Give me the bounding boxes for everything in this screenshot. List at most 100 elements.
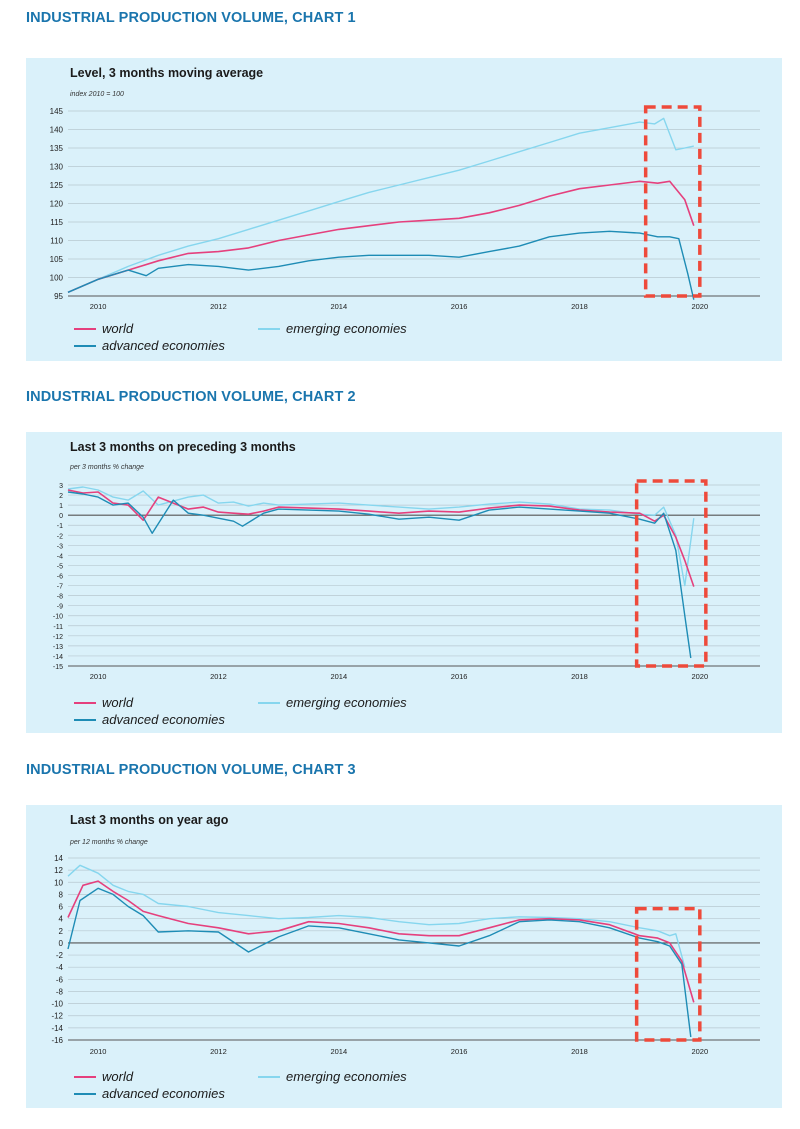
x-tick-label: 2010 [90, 672, 107, 681]
chart-3-plot: Last 3 months on year ago per 12 months %… [51, 813, 760, 1101]
y-tick-label: -10 [53, 614, 63, 621]
legend-label-emerging: emerging economies [286, 695, 407, 710]
y-tick-label: 1 [59, 503, 63, 510]
chart-2-heading: INDUSTRIAL PRODUCTION VOLUME, CHART 2 [26, 389, 356, 405]
y-tick-label: 120 [50, 200, 64, 209]
chart-2-unit-label: per 3 months % change [69, 464, 144, 471]
y-tick-label: 10 [54, 878, 63, 887]
legend-label-emerging: emerging economies [286, 321, 407, 336]
y-tick-label: -10 [51, 1000, 63, 1009]
chart-1-heading: INDUSTRIAL PRODUCTION VOLUME, CHART 1 [26, 10, 356, 26]
x-tick-label: 2018 [571, 672, 588, 681]
x-tick-label: 2020 [691, 1047, 708, 1056]
y-tick-label: 105 [50, 255, 64, 264]
y-tick-label: -9 [57, 604, 63, 611]
series-line-world [67, 180, 695, 294]
y-tick-label: -6 [57, 574, 63, 581]
series-line-advanced-economies [67, 491, 692, 659]
x-tick-label: 2012 [210, 672, 227, 681]
y-tick-label: -14 [51, 1024, 63, 1033]
y-tick-label: -3 [57, 543, 63, 550]
y-tick-label: -8 [57, 594, 63, 601]
highlight-box [634, 479, 708, 668]
y-tick-label: -16 [51, 1036, 63, 1045]
y-tick-label: -5 [57, 563, 63, 570]
y-tick-label: -2 [57, 533, 63, 540]
y-tick-label: 2 [59, 927, 64, 936]
y-tick-label: 140 [50, 126, 64, 135]
y-tick-label: 95 [54, 292, 63, 301]
legend-label-world: world [102, 1069, 134, 1084]
legend-label-world: world [102, 695, 134, 710]
y-tick-label: 115 [50, 218, 63, 227]
chart-2-plot: Last 3 months on preceding 3 months per 3… [53, 440, 760, 727]
y-tick-label: 0 [59, 939, 64, 948]
x-tick-label: 2010 [90, 1047, 107, 1056]
chart-3-panel: Last 3 months on year ago per 12 months %… [26, 805, 782, 1108]
legend-label-advanced: advanced economies [102, 1086, 225, 1101]
series-line-world [67, 489, 695, 587]
y-tick-label: -11 [53, 624, 63, 631]
x-tick-label: 2014 [330, 672, 347, 681]
y-tick-label: 3 [59, 483, 63, 490]
series-line-emerging-economies [67, 486, 695, 587]
x-tick-label: 2014 [330, 302, 347, 311]
y-tick-label: -4 [56, 963, 64, 972]
series-line-advanced-economies [67, 230, 695, 300]
chart-1-unit-label: index 2010 = 100 [70, 91, 124, 98]
y-tick-label: 145 [50, 107, 64, 116]
chart-2-subtitle: Last 3 months on preceding 3 months [70, 440, 296, 454]
y-tick-label: -14 [53, 654, 63, 661]
y-tick-label: -12 [51, 1012, 63, 1021]
series-line-emerging-economies [67, 117, 694, 293]
y-tick-label: 125 [50, 181, 64, 190]
chart-1-subtitle: Level, 3 months moving average [70, 66, 263, 80]
y-tick-label: -4 [57, 553, 63, 560]
chart-1-panel: Level, 3 months moving average index 2010… [26, 58, 782, 361]
y-tick-label: 6 [59, 903, 64, 912]
y-tick-label: 2 [59, 493, 63, 500]
chart-3-subtitle: Last 3 months on year ago [70, 813, 229, 827]
x-tick-label: 2018 [571, 1047, 588, 1056]
y-tick-label: -13 [53, 644, 63, 651]
x-tick-label: 2020 [691, 302, 708, 311]
x-tick-label: 2016 [451, 672, 468, 681]
y-tick-label: -6 [56, 975, 64, 984]
legend-label-advanced: advanced economies [102, 338, 225, 353]
x-tick-label: 2010 [90, 302, 107, 311]
x-tick-label: 2016 [451, 1047, 468, 1056]
y-tick-label: -12 [53, 634, 63, 641]
y-tick-label: 14 [54, 854, 63, 863]
series-line-emerging-economies [67, 864, 686, 968]
y-tick-label: -2 [56, 951, 64, 960]
y-tick-label: -1 [57, 523, 63, 530]
y-tick-label: 0 [59, 513, 63, 520]
chart-1-plot: Level, 3 months moving average index 2010… [50, 66, 760, 353]
legend-label-advanced: advanced economies [102, 712, 225, 727]
y-tick-label: 100 [50, 274, 64, 283]
legend-label-emerging: emerging economies [286, 1069, 407, 1084]
y-tick-label: -8 [56, 987, 64, 996]
y-tick-label: 12 [54, 866, 63, 875]
chart-3-heading: INDUSTRIAL PRODUCTION VOLUME, CHART 3 [26, 762, 356, 778]
highlight-box [634, 906, 702, 1042]
chart-3-unit-label: per 12 months % change [69, 839, 148, 846]
y-tick-label: 4 [59, 915, 64, 924]
y-tick-label: -15 [53, 664, 63, 671]
y-tick-label: -7 [57, 584, 63, 591]
x-tick-label: 2020 [691, 672, 708, 681]
y-tick-label: 135 [50, 144, 64, 153]
y-tick-label: 8 [59, 890, 64, 899]
chart-2-panel: Last 3 months on preceding 3 months per 3… [26, 432, 782, 733]
x-tick-label: 2018 [571, 302, 588, 311]
series-line-advanced-economies [67, 887, 692, 1038]
y-tick-label: 110 [50, 237, 63, 246]
y-tick-label: 130 [50, 163, 64, 172]
highlight-box [643, 105, 702, 298]
x-tick-label: 2012 [210, 1047, 227, 1056]
series-line-world [67, 880, 695, 1003]
x-tick-label: 2012 [210, 302, 227, 311]
legend-label-world: world [102, 321, 134, 336]
x-tick-label: 2016 [451, 302, 468, 311]
x-tick-label: 2014 [330, 1047, 347, 1056]
